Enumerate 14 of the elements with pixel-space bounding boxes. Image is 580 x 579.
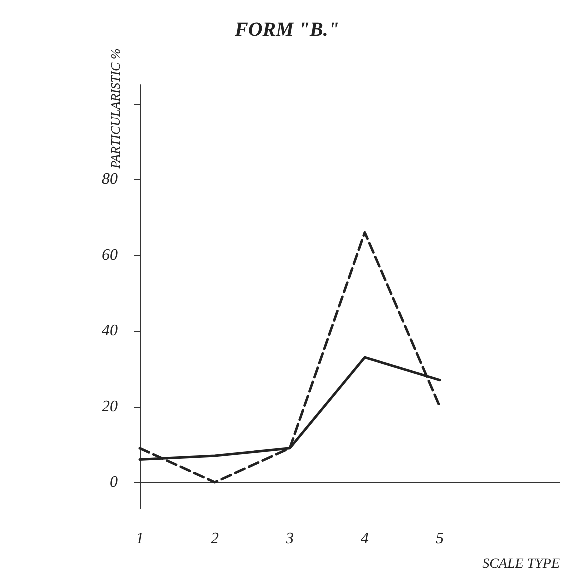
y-tick-label: 60 [102, 246, 118, 264]
y-tick-label: 20 [102, 398, 118, 416]
x-tick-label: 5 [436, 530, 444, 548]
x-axis-title: SCALE TYPE [482, 557, 560, 572]
x-tick-label: 3 [285, 530, 294, 548]
x-tick-label: 1 [136, 530, 144, 548]
y-tick-label: 40 [102, 322, 118, 340]
line-series [138, 231, 442, 484]
y-tick-label: 0 [110, 474, 118, 491]
y-axis-title: PARTICULARISTIC % [108, 48, 123, 170]
x-tick-label: 4 [361, 530, 369, 548]
y-tick-label: 80 [102, 171, 118, 188]
x-tick-label: 2 [211, 530, 219, 548]
chart-title: FORM "B." [234, 19, 340, 41]
